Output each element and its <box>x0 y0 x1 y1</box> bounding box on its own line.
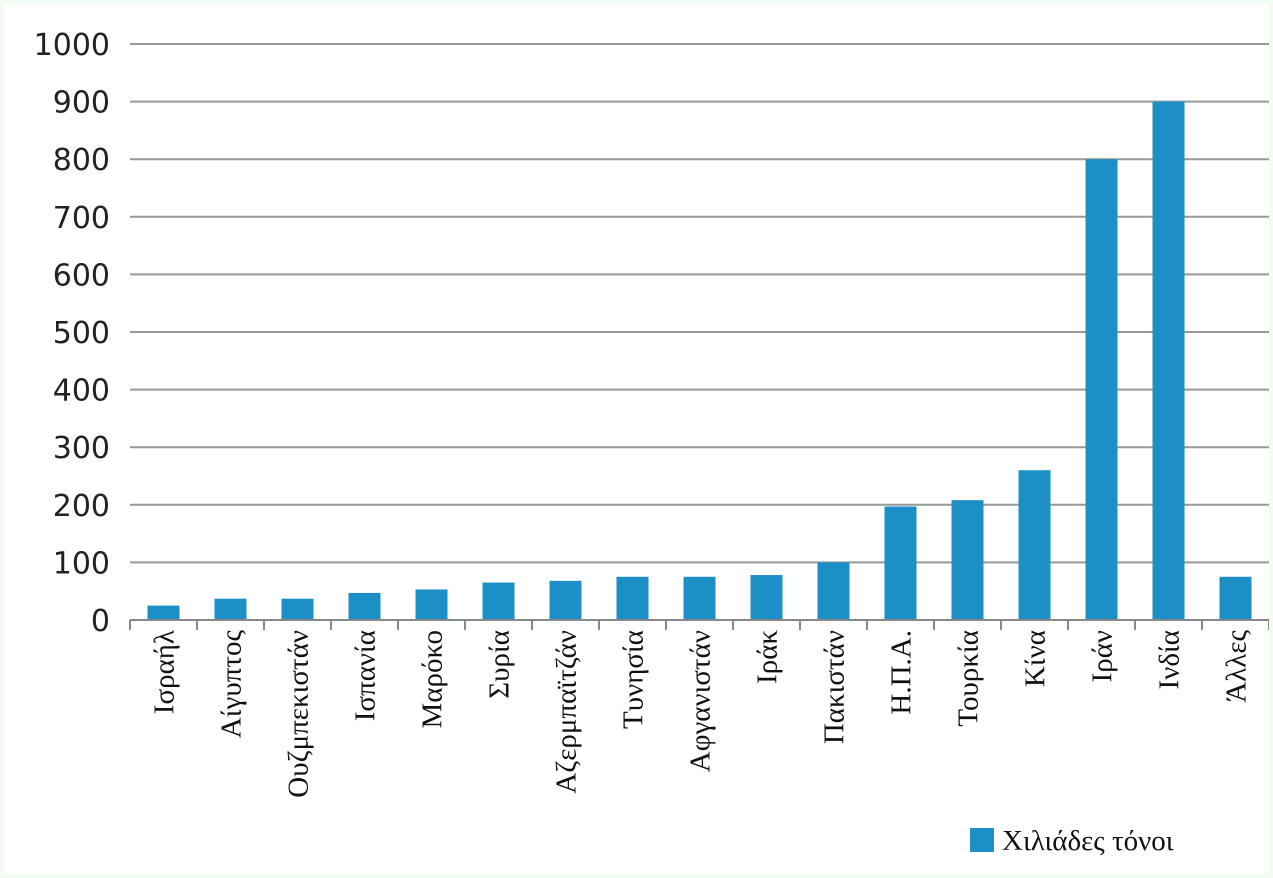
x-tick-label: Τυνησία <box>618 630 650 729</box>
bar-chart: 0 100 200 300 400 500 600 700 800 900 1000 Ισραήλ Α… <box>34 28 1269 857</box>
bar <box>1085 159 1118 620</box>
bar <box>147 605 180 620</box>
x-tick-label: Ισπανία <box>350 630 382 721</box>
x-tick-label: Μαρόκο <box>417 630 449 728</box>
x-tick-label: Ινδία <box>1154 630 1186 689</box>
y-tick-label: 500 <box>53 316 110 351</box>
y-tick-label: 700 <box>53 201 110 236</box>
y-tick-label: 0 <box>91 604 110 639</box>
y-tick-label: 300 <box>53 431 110 466</box>
gridlines <box>130 43 1269 564</box>
x-tick-label: Άλλες <box>1221 629 1253 702</box>
x-tick-label: Ιράκ <box>752 630 784 684</box>
bar <box>482 582 515 620</box>
y-tick-label: 400 <box>53 374 110 409</box>
x-tick-label: Ιράν <box>1087 630 1119 682</box>
bar <box>750 575 783 620</box>
x-tick-label: Κίνα <box>1020 630 1052 687</box>
bar <box>683 576 716 620</box>
y-tick-label: 100 <box>53 546 110 581</box>
x-tick-label: Τουρκία <box>953 630 985 727</box>
y-tick-label: 200 <box>53 489 110 524</box>
bar <box>348 592 381 620</box>
y-tick-label: 1000 <box>34 28 110 63</box>
legend-swatch <box>970 828 994 852</box>
bar <box>1219 576 1252 620</box>
x-axis-ticks: Ισραήλ Αίγυπτος Ουζμπεκιστάν Ισπανία Μαρόκο Σ… <box>149 629 1253 797</box>
chart-frame: 0 100 200 300 400 500 600 700 800 900 1000 Ισραήλ Α… <box>4 4 1269 874</box>
x-tick-label: Η.Π.Α. <box>886 630 918 715</box>
bar <box>281 598 314 620</box>
bar <box>214 598 247 620</box>
bar <box>1152 101 1185 621</box>
x-tick-label: Αφγανιστάν <box>685 630 717 772</box>
y-axis-ticks: 0 100 200 300 400 500 600 700 800 900 1000 <box>34 28 110 639</box>
x-tick-label: Αζερμπαϊτζάν <box>551 630 583 794</box>
x-axis <box>129 619 1269 630</box>
bars <box>147 101 1252 621</box>
x-tick-label: Ουζμπεκιστάν <box>283 630 315 798</box>
x-tick-label: Ισραήλ <box>149 630 181 714</box>
legend: Χιλιάδες τόνοι <box>970 825 1174 857</box>
bar <box>415 589 448 620</box>
y-tick-label: 800 <box>53 143 110 178</box>
x-tick-label: Συρία <box>484 630 516 699</box>
bar <box>817 562 850 620</box>
y-tick-label: 600 <box>53 258 110 293</box>
legend-label: Χιλιάδες τόνοι <box>1002 825 1174 857</box>
bar <box>1018 470 1051 620</box>
bar <box>951 500 984 620</box>
bar <box>884 506 917 620</box>
x-tick-label: Αίγυπτος <box>216 629 248 738</box>
bar <box>616 576 649 620</box>
bar <box>549 580 582 620</box>
y-tick-label: 900 <box>53 86 110 121</box>
x-tick-label: Πακιστάν <box>819 630 851 744</box>
